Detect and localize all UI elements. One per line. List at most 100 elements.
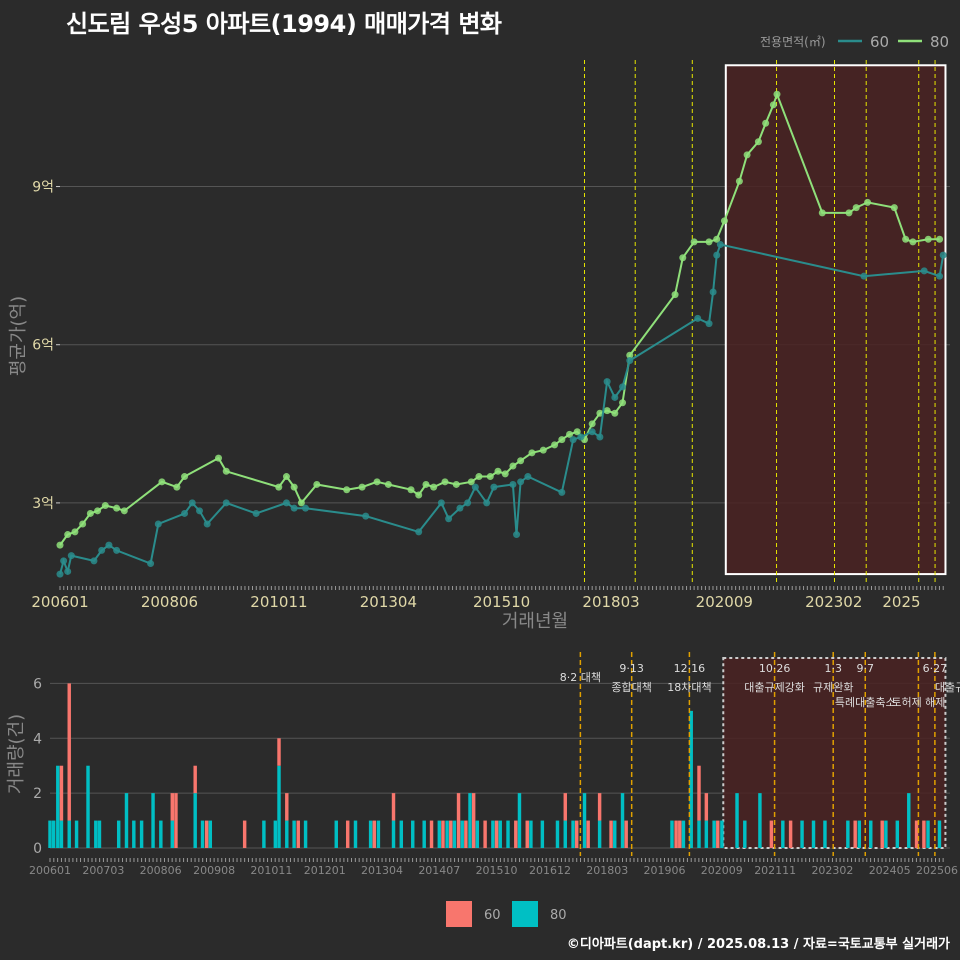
point-60-32 [558,488,566,496]
bar-legend-label-80: 80 [550,908,567,923]
bar-60-11 [285,793,289,821]
bar-80-50 [613,820,617,848]
policy-name-0: 8·2 대책 [560,671,601,684]
bar-80-3 [59,820,64,848]
bar-60-5 [170,793,175,821]
point-80-11 [181,473,189,481]
policy-name-3: 대출규제강화 [744,681,805,694]
point-80-31 [486,473,494,481]
point-80-45 [603,407,611,415]
bar-80-58 [720,820,724,848]
point-80-60 [773,90,781,98]
point-80-26 [430,483,438,491]
point-80-55 [735,177,743,185]
bar-x-tick-label-15: 202405 [869,864,911,877]
bar-x-tick-label-5: 201201 [304,864,346,877]
bar-60-18 [441,820,445,848]
x-tick-label-1: 200806 [141,593,198,611]
point-80-15 [282,473,290,481]
bar-80-20 [273,820,278,848]
point-80-51 [690,238,698,246]
bar-80-64 [811,820,816,848]
bar-60-38 [704,793,709,821]
bar-y-axis-label: 거래량(건) [6,714,27,794]
top-legend: 전용면적(㎡) 60 80 [760,33,949,51]
point-80-7 [113,504,121,512]
point-80-64 [864,198,872,206]
bar-60-30 [586,820,590,848]
bar-80-57 [712,820,716,848]
bar-80-13 [151,793,155,848]
bar-80-51 [620,793,625,848]
bar-60-17 [429,820,434,848]
point-80-63 [852,204,860,212]
point-60-3 [67,552,75,560]
bar-60-28 [563,793,567,821]
point-60-42 [705,320,713,328]
bar-x-tick-label-3: 200908 [193,864,235,877]
bar-80-21 [277,765,281,848]
point-80-4 [86,509,94,517]
policy-name-4: 규제완화 [813,681,853,694]
point-80-25 [422,480,430,488]
bar-80-5 [74,820,79,848]
point-60-9 [154,520,162,528]
point-80-54 [720,217,728,225]
bar-x-tick-label-1: 200703 [82,864,124,877]
bar-60-19 [449,820,453,848]
point-80-32 [494,467,502,475]
point-60-21 [437,499,445,507]
point-80-66 [902,235,910,243]
bottom-legend: 60 80 [446,901,567,927]
bar-x-tick-label-4: 201011 [250,864,292,877]
bar-80-9 [116,820,121,848]
point-80-58 [762,119,770,127]
point-80-29 [467,478,475,486]
bar-x-tick-label-9: 201612 [529,864,571,877]
point-60-7 [113,546,121,554]
point-80-59 [769,101,777,109]
point-60-35 [588,428,596,436]
top-highlight-region [724,64,947,576]
point-80-46 [611,409,619,417]
top-axes: 3억 6억 9억 200601 200806 201011 201304 201510 2018… [8,180,944,632]
bar-x-tick-label-10: 201803 [586,864,628,877]
bar-60-27 [525,820,529,848]
bar-80-68 [869,820,873,848]
bar-80-1 [51,820,56,848]
bar-80-17 [200,820,205,848]
bar-80-8 [97,820,102,848]
bar-80-7 [94,820,98,848]
point-60-43 [709,288,717,296]
bar-80-10 [124,793,129,848]
bar-60-32 [609,820,613,848]
point-80-30 [475,473,483,481]
bar-80-61 [758,793,762,848]
point-80-62 [845,209,853,217]
point-60-41 [694,314,702,322]
point-60-6 [105,541,113,549]
bar-80-19 [262,820,266,848]
point-60-11 [188,499,196,507]
x-tick-label-2: 201011 [250,593,307,611]
legend-label-80: 80 [930,33,949,51]
point-80-21 [373,478,381,486]
bar-80-6 [86,765,90,848]
point-80-3 [79,520,87,528]
bar-x-tick-label-13: 202111 [754,864,796,877]
bar-80-29 [391,820,396,848]
source-caption: ©디아파트(dapt.kr) / 2025.08.13 / 자료=국토교통부 실… [566,937,950,952]
bar-80-14 [159,820,163,848]
point-80-5 [94,507,102,515]
bar-80-15 [170,820,175,848]
point-60-20 [415,528,423,536]
point-80-0 [56,541,64,549]
point-80-17 [297,499,305,507]
point-60-46 [860,272,868,280]
point-80-52 [705,238,713,246]
bar-80-48 [582,793,587,848]
point-60-24 [464,499,472,507]
bar-80-39 [491,820,495,848]
point-80-14 [275,483,283,491]
